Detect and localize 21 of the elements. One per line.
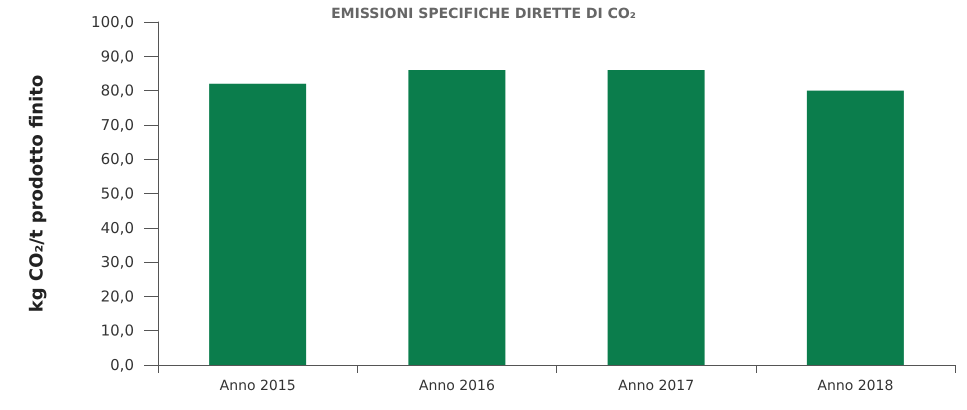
y-tick-label: 70,0 [100, 116, 134, 134]
y-tick-label: 50,0 [100, 184, 134, 202]
y-tick-label: 100,0 [91, 13, 134, 31]
y-tick-label: 20,0 [100, 287, 134, 306]
y-tick-label: 80,0 [100, 82, 134, 100]
y-tick-label: 30,0 [100, 253, 134, 272]
chart-title: EMISSIONI SPECIFICHE DIRETTE DI CO₂ [331, 6, 636, 22]
bar [806, 90, 904, 365]
x-tick-label: Anno 2018 [817, 378, 894, 394]
x-tick-label: Anno 2015 [220, 378, 296, 394]
y-tick-label: 90,0 [100, 47, 134, 66]
x-tick-label: Anno 2016 [418, 378, 495, 394]
y-tick-label: 60,0 [100, 150, 134, 168]
y-axis-title: kg CO₂/t prodotto finito [26, 74, 48, 312]
bar [408, 70, 506, 365]
y-tick-label: 0,0 [110, 356, 134, 374]
y-tick-label: 10,0 [100, 322, 134, 340]
bar [209, 84, 306, 365]
y-tick-label: 40,0 [100, 218, 134, 237]
x-tick-label: Anno 2017 [618, 378, 694, 394]
bar [608, 70, 705, 365]
